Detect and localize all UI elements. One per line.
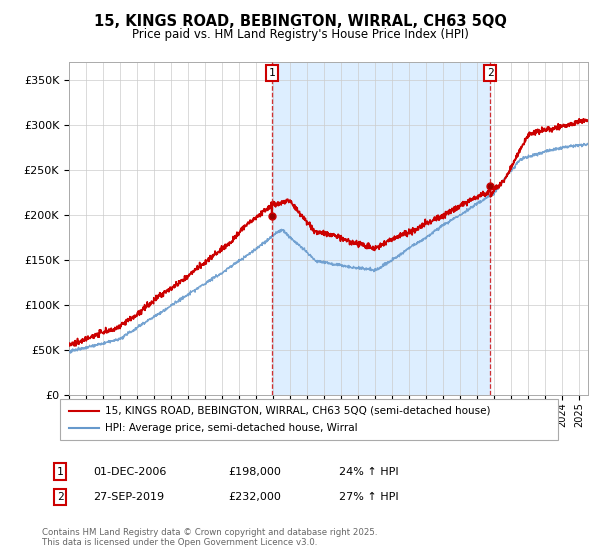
Text: 1: 1 [268,68,275,78]
Text: 01-DEC-2006: 01-DEC-2006 [93,466,166,477]
Text: Contains HM Land Registry data © Crown copyright and database right 2025.
This d: Contains HM Land Registry data © Crown c… [42,528,377,547]
Text: HPI: Average price, semi-detached house, Wirral: HPI: Average price, semi-detached house,… [105,423,358,433]
Text: 27-SEP-2019: 27-SEP-2019 [93,492,164,502]
Text: 15, KINGS ROAD, BEBINGTON, WIRRAL, CH63 5QQ (semi-detached house): 15, KINGS ROAD, BEBINGTON, WIRRAL, CH63 … [105,405,491,416]
Bar [272,62,490,395]
Text: 2: 2 [487,68,494,78]
Text: 2: 2 [56,492,64,502]
Text: £232,000: £232,000 [228,492,281,502]
Text: £198,000: £198,000 [228,466,281,477]
Text: 1: 1 [56,466,64,477]
Text: 15, KINGS ROAD, BEBINGTON, WIRRAL, CH63 5QQ: 15, KINGS ROAD, BEBINGTON, WIRRAL, CH63 … [94,14,506,29]
Text: 27% ↑ HPI: 27% ↑ HPI [339,492,398,502]
Text: 24% ↑ HPI: 24% ↑ HPI [339,466,398,477]
Text: Price paid vs. HM Land Registry's House Price Index (HPI): Price paid vs. HM Land Registry's House … [131,28,469,41]
